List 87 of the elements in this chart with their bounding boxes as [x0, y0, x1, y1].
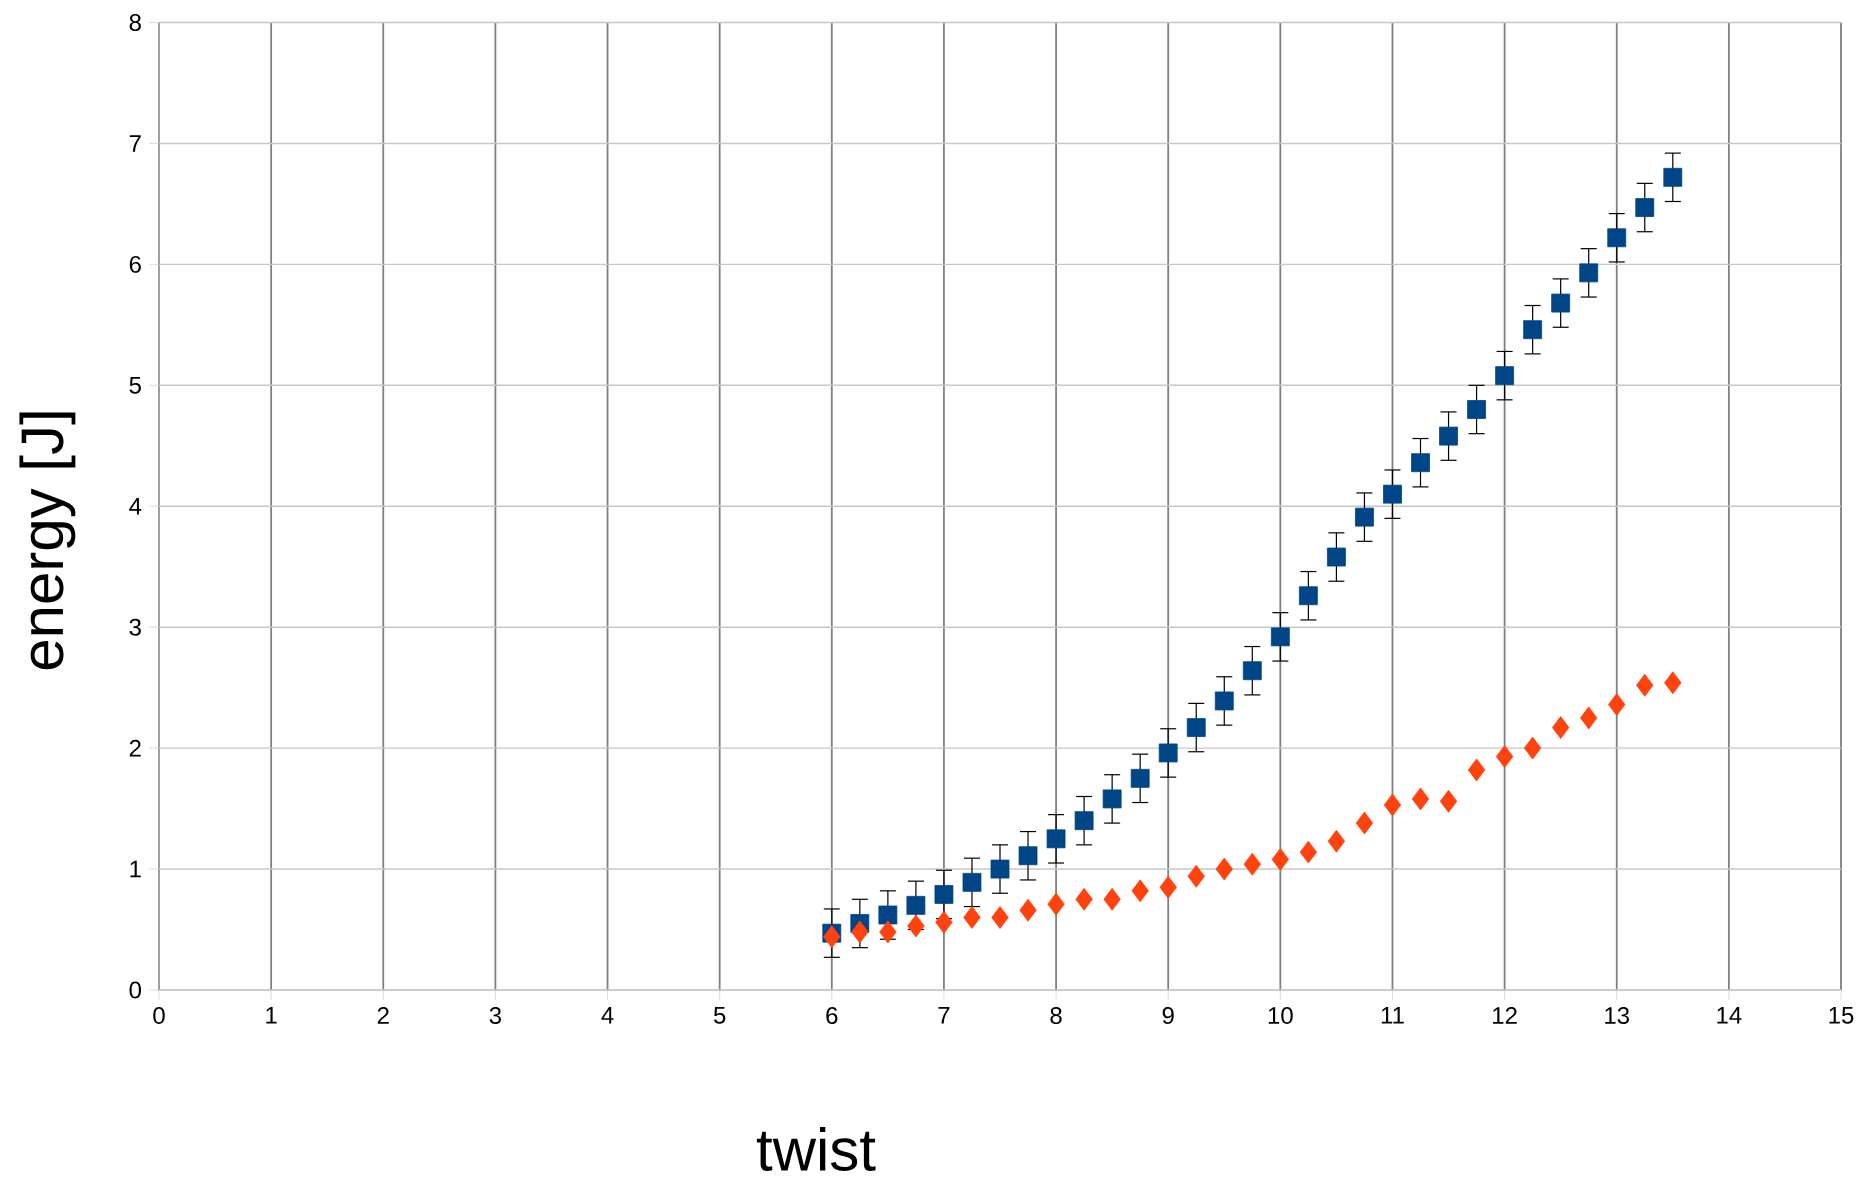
- point: [1187, 865, 1205, 888]
- point: [1580, 706, 1598, 730]
- x-tick-label: 15: [1829, 1007, 1854, 1024]
- x-tick-label: 7: [938, 1007, 950, 1024]
- point: [1411, 453, 1430, 473]
- point: [1467, 758, 1486, 782]
- point: [1523, 736, 1542, 760]
- point: [1636, 673, 1654, 697]
- x-tick-label: 11: [1381, 1007, 1404, 1024]
- x-tick-label: 1: [266, 1007, 277, 1024]
- point: [1383, 793, 1402, 817]
- point: [1495, 745, 1514, 769]
- point: [1523, 320, 1543, 340]
- point: [1355, 811, 1374, 835]
- point: [906, 896, 926, 915]
- point: [1074, 811, 1094, 831]
- point: [1495, 366, 1514, 386]
- point: [1130, 769, 1150, 788]
- point: [1355, 507, 1374, 527]
- point: [990, 859, 1010, 879]
- x-tick-label: 0: [153, 1007, 165, 1025]
- point: [1102, 789, 1122, 809]
- y-axis-title: energy [J]: [19, 412, 76, 670]
- point: [1047, 892, 1065, 916]
- x-tick-label: 13: [1605, 1007, 1630, 1025]
- point: [1075, 888, 1093, 911]
- point: [1298, 586, 1318, 606]
- point: [1663, 168, 1683, 187]
- point: [1608, 693, 1626, 717]
- y-tick-label: 0: [129, 981, 142, 999]
- point: [1131, 879, 1149, 903]
- point: [1186, 718, 1206, 738]
- x-tick-label: 2: [377, 1007, 389, 1024]
- point: [1019, 898, 1037, 922]
- point: [1551, 293, 1571, 313]
- point: [1439, 426, 1458, 446]
- point: [1158, 743, 1178, 763]
- y-tick-label: 1: [130, 860, 141, 878]
- x-axis-title: twist: [756, 1127, 876, 1172]
- point: [1552, 716, 1570, 740]
- y-tick-label: 7: [129, 135, 141, 152]
- x-tick-label: 6: [826, 1007, 838, 1025]
- point: [1018, 846, 1038, 866]
- point: [1271, 848, 1289, 871]
- y-tick-label: 2: [129, 739, 141, 757]
- x-tick-label: 4: [601, 1007, 614, 1024]
- point: [1103, 888, 1121, 911]
- point: [1046, 829, 1066, 849]
- point: [935, 911, 953, 934]
- point: [991, 906, 1009, 929]
- point: [1664, 671, 1682, 695]
- point: [962, 873, 982, 892]
- x-tick-label: 12: [1493, 1007, 1517, 1024]
- point: [1439, 790, 1458, 813]
- point: [1607, 228, 1627, 248]
- y-tick-label: 4: [129, 498, 142, 515]
- point: [1299, 840, 1318, 864]
- x-tick-label: 9: [1162, 1007, 1174, 1025]
- x-tick-label: 3: [489, 1007, 502, 1025]
- point: [1270, 627, 1290, 647]
- point: [1215, 857, 1233, 881]
- y-tick-label: 3: [129, 618, 141, 636]
- point: [963, 906, 981, 929]
- point: [851, 920, 869, 944]
- point: [934, 885, 954, 905]
- point: [1242, 661, 1262, 681]
- point: [1411, 787, 1430, 811]
- point: [1243, 852, 1261, 876]
- point: [907, 914, 925, 938]
- point: [879, 920, 897, 944]
- y-tick-label: 5: [129, 377, 141, 394]
- point: [878, 905, 898, 925]
- x-tick-label: 8: [1050, 1007, 1062, 1025]
- point: [1159, 875, 1177, 899]
- y-tick-label: 8: [129, 14, 141, 32]
- x-tick-label: 10: [1268, 1007, 1293, 1025]
- point: [1327, 830, 1346, 853]
- y-tick-label: 6: [129, 256, 141, 274]
- x-tick-label: 14: [1717, 1007, 1742, 1024]
- point: [1383, 484, 1402, 504]
- point: [1467, 400, 1486, 420]
- point: [1214, 691, 1234, 711]
- point: [1579, 263, 1599, 283]
- point: [1635, 198, 1655, 218]
- point: [823, 925, 841, 949]
- point: [1327, 547, 1346, 567]
- x-tick-label: 5: [713, 1007, 726, 1024]
